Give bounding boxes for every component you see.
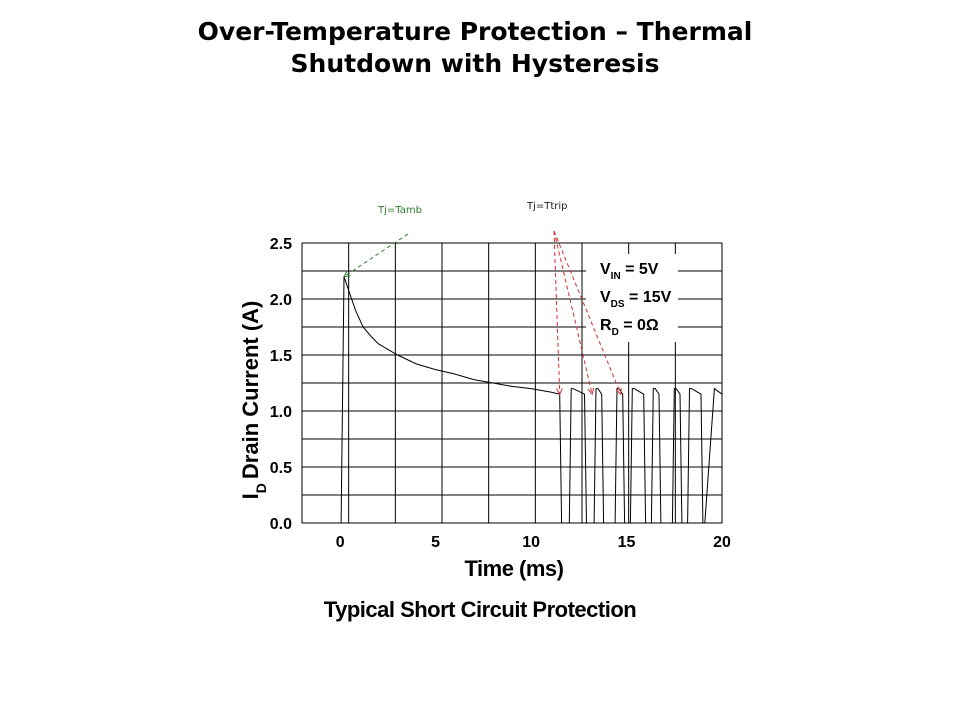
arrow-tj-ttrip	[553, 230, 621, 394]
condition-rd-subscript: D	[612, 327, 619, 338]
y-axis-label-subscript: D	[253, 483, 269, 493]
condition-rd: RD = 0Ω	[600, 317, 659, 338]
test-conditions-box: VIN = 5V VDS = 15V RD = 0Ω	[586, 254, 678, 342]
condition-rd-value: = 0Ω	[619, 317, 659, 334]
x-axis-ticks: 0 5 10 15 20	[336, 534, 731, 551]
condition-vds-value: = 15V	[625, 289, 672, 306]
condition-vin-value: = 5V	[621, 261, 659, 278]
x-axis-label: Time (ms)	[464, 556, 563, 581]
y-tick-label: 1.0	[270, 404, 292, 421]
condition-vin: VIN = 5V	[600, 261, 659, 282]
condition-vds: VDS = 15V	[600, 289, 672, 310]
arrow-tj-ttrip	[553, 230, 560, 394]
x-tick-label: 10	[522, 534, 540, 551]
x-tick-label: 5	[431, 534, 440, 551]
y-tick-label: 0.5	[270, 460, 292, 477]
x-tick-label: 0	[336, 534, 345, 551]
slide-title: Over-Temperature Protection – Thermal Sh…	[0, 16, 950, 80]
condition-rd-symbol: R	[600, 317, 612, 334]
slide-title-line-2: Shutdown with Hysteresis	[290, 49, 660, 78]
y-tick-label: 0.0	[270, 516, 292, 533]
plot-frame	[301, 242, 723, 524]
condition-vds-subscript: DS	[611, 299, 625, 310]
condition-vin-symbol: V	[600, 261, 611, 278]
x-tick-label: 20	[713, 534, 731, 551]
x-tick-label: 15	[618, 534, 636, 551]
arrow-tj-tamb	[344, 233, 409, 277]
condition-vds-symbol: V	[600, 289, 611, 306]
condition-vin-subscript: IN	[611, 271, 621, 282]
test-conditions-background	[586, 254, 678, 342]
annotation-tj-ttrip: Tj=Ttrip	[526, 201, 568, 212]
slide-title-line-1: Over-Temperature Protection – Thermal	[197, 17, 753, 46]
y-axis-label: ID Drain Current (A)	[238, 301, 269, 500]
y-tick-label: 1.5	[270, 348, 292, 365]
annotations: Tj=Tamb Tj=Ttrip	[344, 201, 621, 394]
drain-current-series-line	[302, 276, 723, 524]
y-tick-label: 2.5	[270, 236, 292, 253]
chart-caption: Typical Short Circuit Protection	[324, 597, 636, 622]
y-axis-label-text: Drain Current (A)	[238, 301, 263, 479]
y-axis-ticks: 0.0 0.5 1.0 1.5 2.0 2.5	[270, 236, 292, 533]
annotation-tj-tamb: Tj=Tamb	[377, 205, 422, 216]
y-axis-label-symbol: I	[238, 493, 263, 499]
y-tick-label: 2.0	[270, 292, 292, 309]
